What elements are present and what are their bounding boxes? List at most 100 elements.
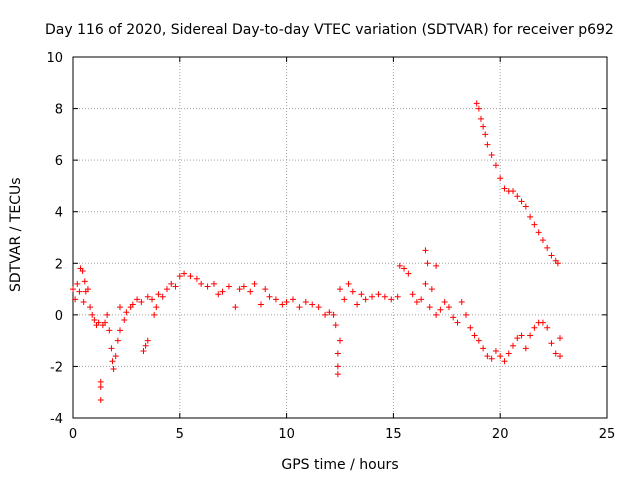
data-point (501, 358, 508, 365)
chart-title: Day 116 of 2020, Sidereal Day-to-day VTE… (45, 22, 614, 38)
data-point (375, 291, 382, 298)
x-tick-label: 20 (492, 427, 509, 442)
data-point (454, 319, 461, 326)
data-point (116, 304, 123, 311)
y-axis-label: SDTVAR / TECUs (8, 177, 24, 292)
data-point (433, 262, 440, 269)
data-point (422, 280, 429, 287)
data-point (95, 319, 102, 326)
data-point (140, 347, 147, 354)
data-point (422, 247, 429, 254)
x-tick-label: 0 (69, 427, 77, 442)
x-tick-label: 10 (278, 427, 295, 442)
data-point (405, 270, 412, 277)
data-point (322, 311, 329, 318)
data-point (149, 296, 156, 303)
x-tick-label: 5 (176, 427, 184, 442)
data-point (296, 304, 303, 311)
data-point (138, 298, 145, 305)
data-point (79, 268, 86, 275)
data-point (437, 306, 444, 313)
y-tick-label: -2 (50, 360, 63, 375)
y-tick-label: 10 (46, 51, 63, 66)
data-point (381, 293, 388, 300)
data-point (309, 301, 316, 308)
data-point (176, 273, 183, 280)
data-point (471, 332, 478, 339)
data-point (484, 141, 491, 148)
x-axis-label: GPS time / hours (281, 457, 399, 473)
data-point (84, 286, 91, 293)
data-point (394, 293, 401, 300)
data-point (388, 296, 395, 303)
data-point (463, 311, 470, 318)
data-point (168, 280, 175, 287)
data-point (153, 304, 160, 311)
data-point (510, 342, 517, 349)
data-point (418, 296, 425, 303)
data-point (215, 291, 222, 298)
data-point (492, 162, 499, 169)
data-point (544, 244, 551, 251)
data-point (290, 296, 297, 303)
data-point (473, 100, 480, 107)
data-point (428, 286, 435, 293)
data-point (104, 311, 111, 318)
data-point (219, 288, 226, 295)
y-tick-label: 8 (55, 103, 63, 118)
data-point (522, 203, 529, 210)
data-point (240, 283, 247, 290)
data-point (198, 280, 205, 287)
data-point (326, 309, 333, 316)
data-point (123, 309, 130, 316)
data-point (362, 296, 369, 303)
data-point (76, 288, 83, 295)
data-point (531, 221, 538, 228)
data-point (480, 345, 487, 352)
data-point (80, 298, 87, 305)
data-points (70, 100, 564, 403)
data-point (91, 317, 98, 324)
data-point (172, 283, 179, 290)
data-point (467, 324, 474, 331)
data-point (332, 322, 339, 329)
data-point (134, 296, 141, 303)
y-tick-label: -4 (50, 412, 63, 427)
data-point (484, 353, 491, 360)
data-point (552, 350, 559, 357)
data-point (108, 345, 115, 352)
data-point (401, 265, 408, 272)
data-point (557, 335, 564, 342)
data-point (302, 298, 309, 305)
data-point (247, 288, 254, 295)
data-point (514, 193, 521, 200)
data-point (159, 293, 166, 300)
data-point (544, 324, 551, 331)
data-point (480, 123, 487, 130)
axis-ticks: 0 5 10 15 20 25 -4 -2 0 2 4 6 8 10 (46, 51, 615, 442)
data-point (527, 332, 534, 339)
data-point (251, 280, 258, 287)
data-point (475, 337, 482, 344)
data-point (548, 340, 555, 347)
data-point (349, 288, 356, 295)
data-point (492, 347, 499, 354)
data-point (74, 280, 81, 287)
data-point (518, 198, 525, 205)
data-point (129, 301, 136, 308)
data-point (557, 353, 564, 360)
data-point (548, 252, 555, 259)
data-point (89, 311, 96, 318)
data-point (488, 151, 495, 158)
grid (73, 57, 607, 418)
data-point (210, 280, 217, 287)
data-point (142, 342, 149, 349)
data-point (518, 332, 525, 339)
data-point (341, 296, 348, 303)
data-point (114, 337, 121, 344)
y-tick-label: 4 (55, 206, 63, 221)
data-point (477, 115, 484, 122)
data-point (204, 283, 211, 290)
data-point (110, 366, 117, 373)
